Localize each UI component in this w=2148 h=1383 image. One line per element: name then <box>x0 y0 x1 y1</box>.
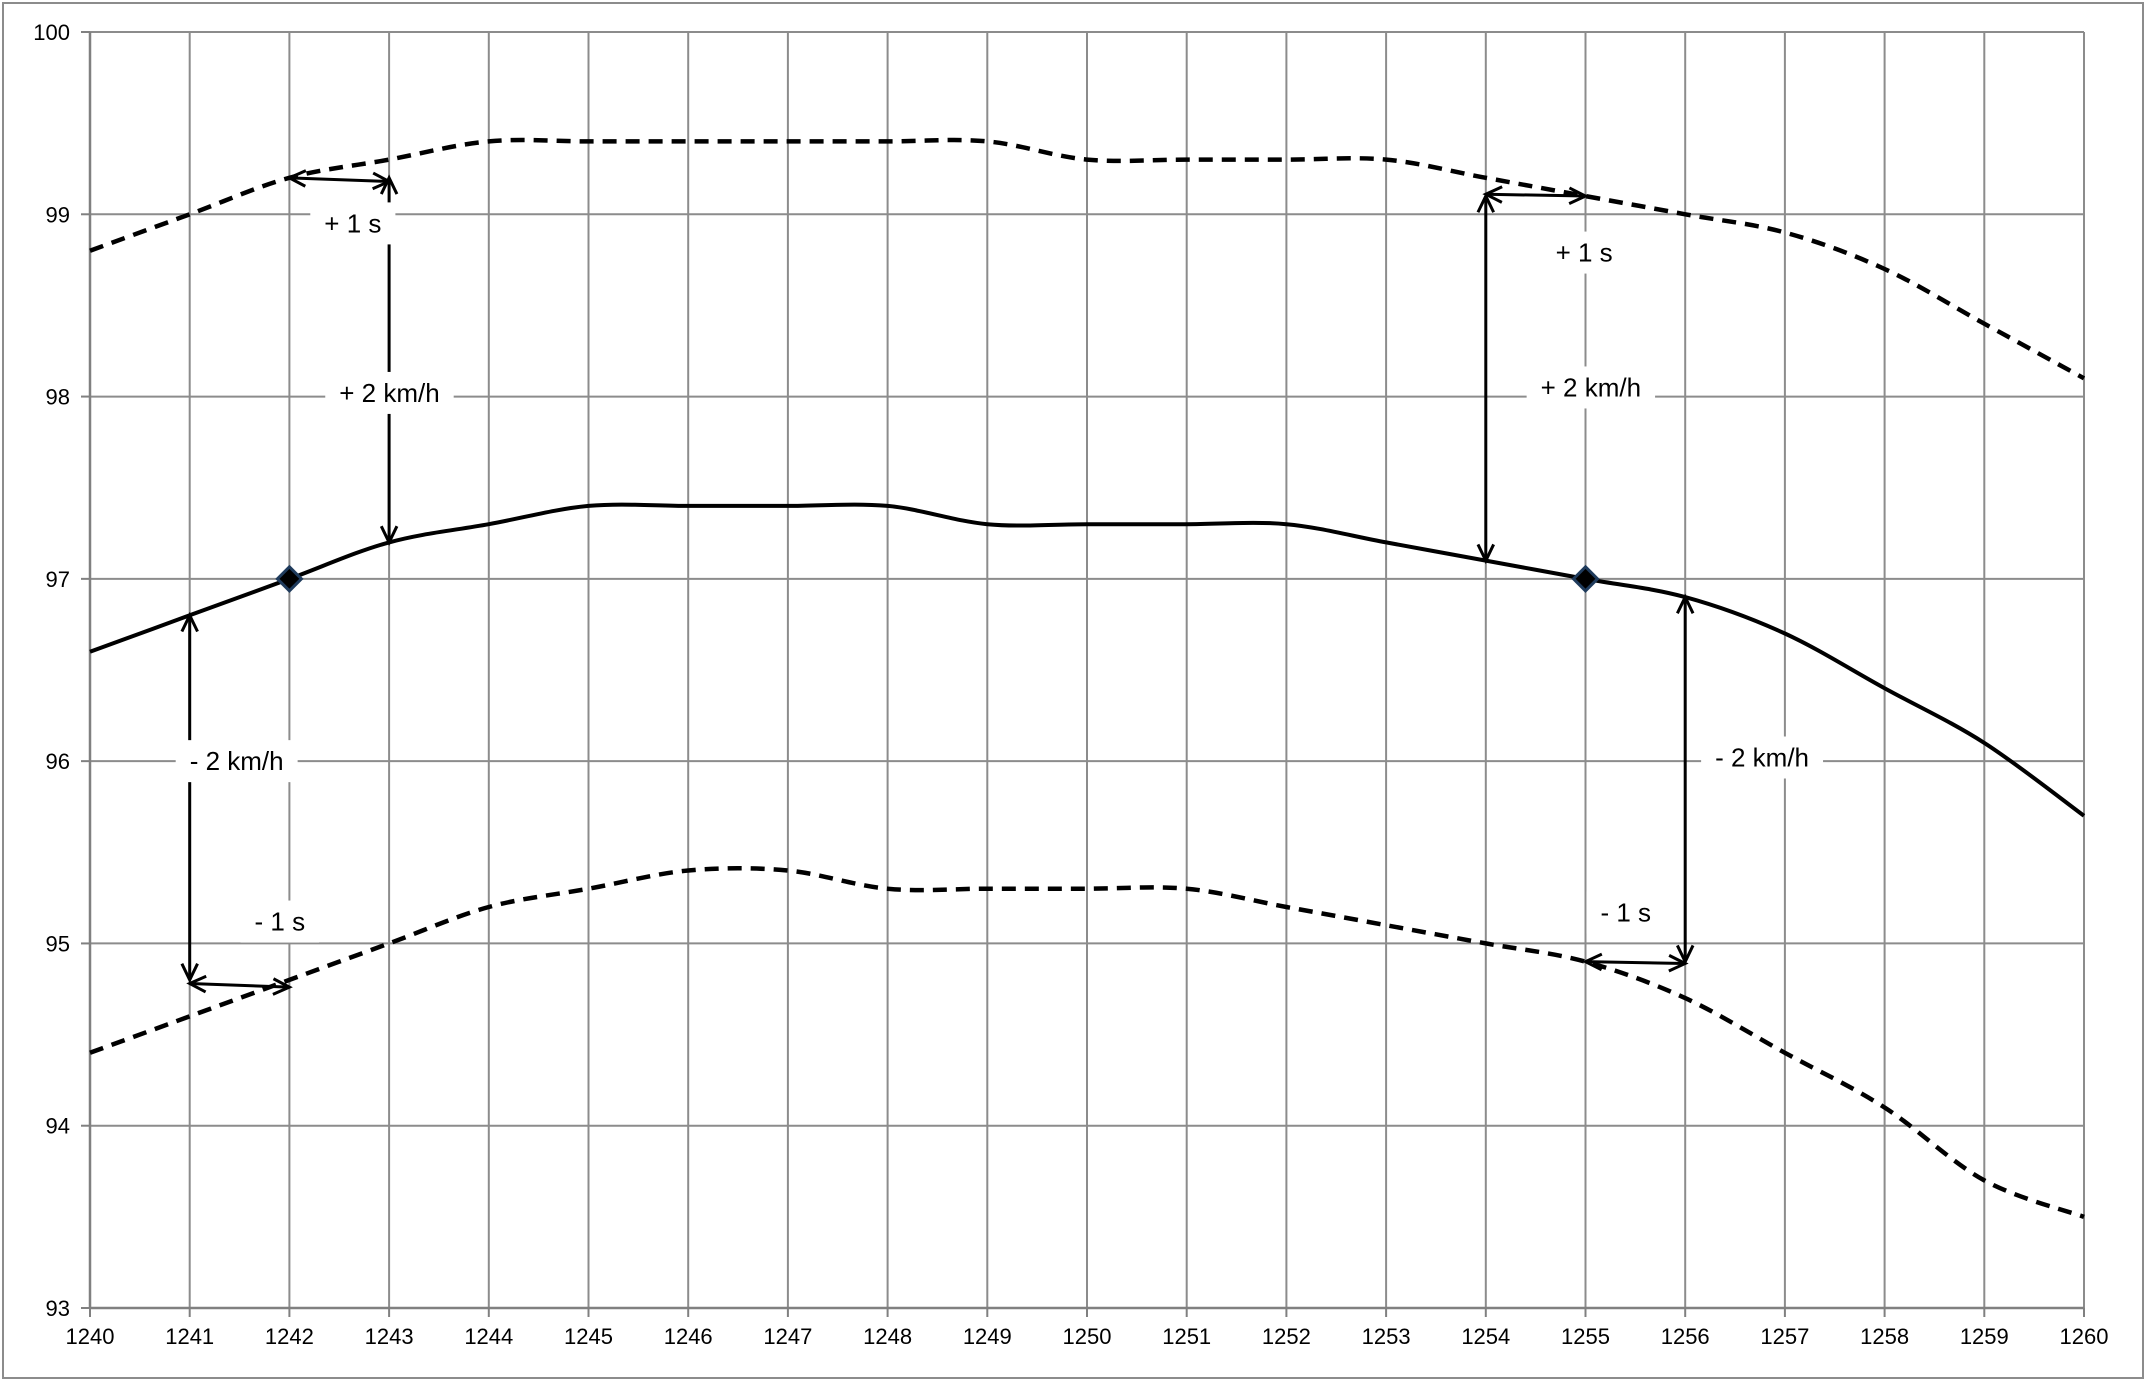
annotation-label: - 2 km/h <box>190 746 284 776</box>
arrow-head <box>1476 192 1495 213</box>
annotation-label-background <box>310 202 396 245</box>
annotation-label: + 2 km/h <box>1541 372 1641 402</box>
annotation-label-background <box>325 371 454 414</box>
annotation-label-background <box>1526 366 1656 409</box>
arrow-head <box>180 611 199 633</box>
x-tick-label: 1255 <box>1561 1324 1610 1349</box>
x-tick-label: 1250 <box>1063 1324 1112 1349</box>
annotation-arrows <box>180 169 1695 996</box>
x-tick-label: 1260 <box>2060 1324 2109 1349</box>
annotation-label: - 1 s <box>1600 897 1651 927</box>
x-tick-label: 1240 <box>66 1324 115 1349</box>
y-tick-label: 96 <box>46 749 70 774</box>
y-tick-label: 98 <box>46 385 70 410</box>
arrow-head <box>379 174 399 195</box>
arrow-head <box>180 963 199 984</box>
annotation-label-background <box>175 740 298 783</box>
annotation-label: + 1 s <box>324 208 381 238</box>
arrow-head <box>1568 186 1589 205</box>
x-tick-label: 1244 <box>464 1324 513 1349</box>
arrow-head <box>379 525 399 546</box>
annotation-label: - 1 s <box>255 907 306 937</box>
x-tick-label: 1246 <box>664 1324 713 1349</box>
y-tick-label: 95 <box>46 931 70 956</box>
x-tick-label: 1254 <box>1461 1324 1510 1349</box>
arrow-head <box>272 977 293 996</box>
x-tick-label: 1252 <box>1262 1324 1311 1349</box>
annotation-label-background <box>1586 891 1666 934</box>
annotation-label-background <box>1701 736 1824 779</box>
double-arrow-line <box>189 982 290 989</box>
double-arrow-line <box>289 176 390 183</box>
x-tick-label: 1256 <box>1661 1324 1710 1349</box>
x-tick-label: 1253 <box>1362 1324 1411 1349</box>
x-tick-label: 1258 <box>1860 1324 1909 1349</box>
x-tick-label: 1241 <box>165 1324 214 1349</box>
axis-ticks: 1240 1241 1242 1243 1244 1245 1246 1247 1248 1249… <box>33 20 2108 1349</box>
y-tick-label: 94 <box>46 1114 70 1139</box>
arrow-head <box>1476 543 1495 565</box>
series-line-main <box>89 502 2086 818</box>
x-tick-label: 1242 <box>265 1324 314 1349</box>
x-tick-label: 1245 <box>564 1324 613 1349</box>
series-lines <box>89 137 2086 1220</box>
annotation-label-background <box>1541 231 1627 274</box>
annotation-label-background <box>240 900 320 943</box>
arrow-head <box>1582 952 1603 972</box>
diamond-marker <box>1571 564 1600 593</box>
y-tick-label: 99 <box>46 202 70 227</box>
x-tick-label: 1248 <box>863 1324 912 1349</box>
annotation-label: + 1 s <box>1556 238 1613 268</box>
annotation-label: - 2 km/h <box>1715 742 1809 772</box>
markers <box>275 564 1600 593</box>
x-tick-label: 1243 <box>365 1324 414 1349</box>
y-tick-label: 93 <box>46 1296 70 1321</box>
x-tick-label: 1259 <box>1960 1324 2009 1349</box>
series-line-dashed-2 <box>89 866 2085 1220</box>
arrow-head <box>1676 593 1695 614</box>
double-arrow-line <box>1485 192 1586 198</box>
x-tick-label: 1249 <box>963 1324 1012 1349</box>
y-tick-label: 97 <box>46 567 70 592</box>
x-tick-label: 1251 <box>1162 1324 1211 1349</box>
double-arrow-line <box>1585 960 1686 965</box>
arrow-head <box>285 169 307 188</box>
annotation-labels: + 1 s + 2 km/h - 2 km/h - 1 s + 1 s + 2 km/h -… <box>175 202 1824 943</box>
x-tick-label: 1257 <box>1760 1324 1809 1349</box>
arrow-head <box>186 974 207 994</box>
series-line-dashed-1 <box>89 137 2086 381</box>
arrow-head <box>1676 944 1695 966</box>
x-tick-label: 1247 <box>763 1324 812 1349</box>
annotation-label: + 2 km/h <box>339 378 439 408</box>
arrow-head <box>1668 954 1689 973</box>
diamond-marker <box>275 564 304 593</box>
y-tick-label: 100 <box>33 20 70 45</box>
